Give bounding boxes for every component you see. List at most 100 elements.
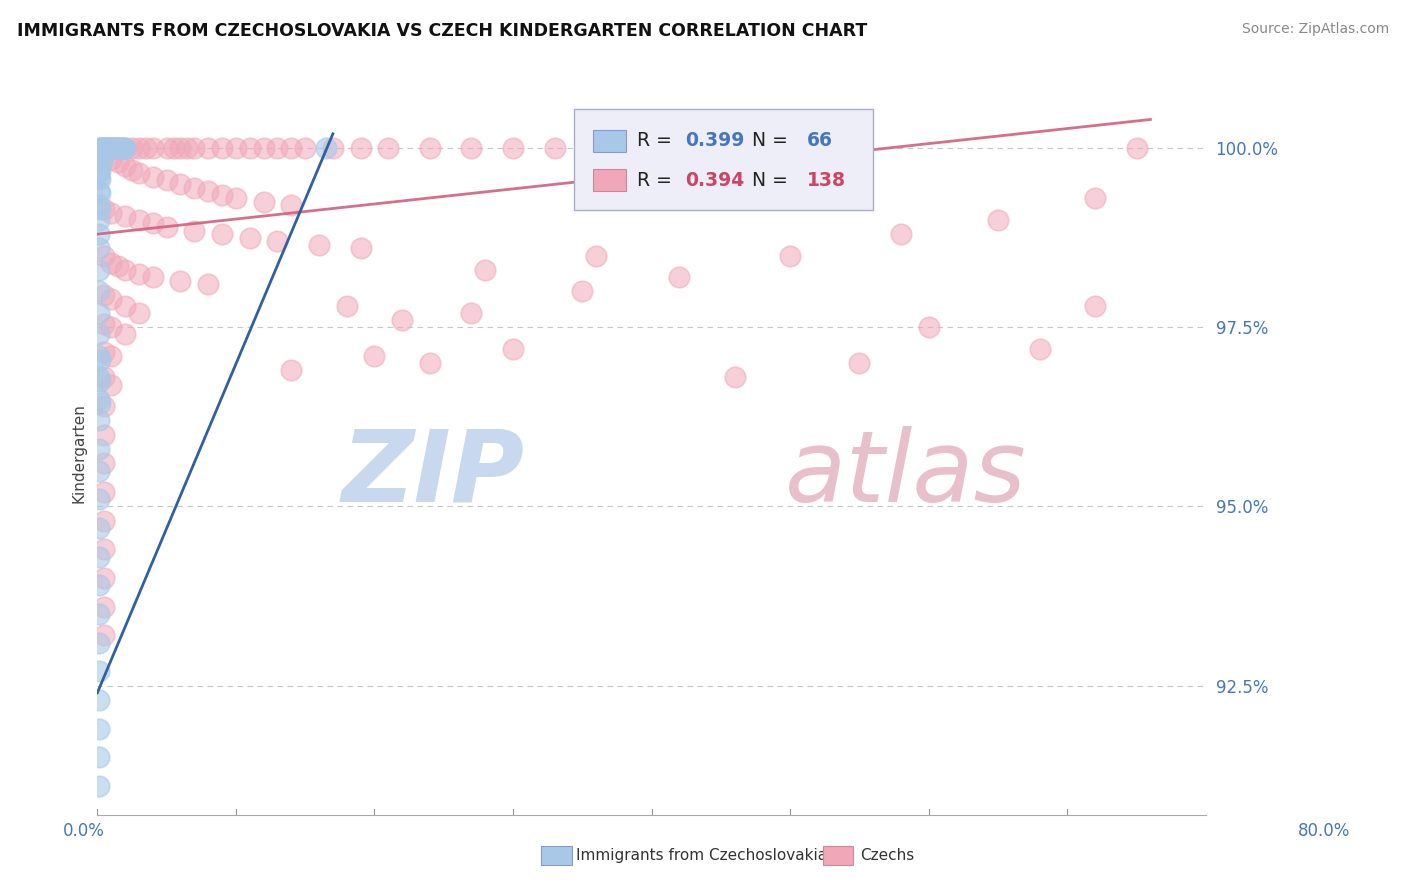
Point — [156, 141, 179, 155]
Point — [502, 141, 524, 155]
Point — [128, 212, 150, 227]
Point — [169, 177, 191, 191]
Point — [100, 349, 122, 363]
Point — [128, 306, 150, 320]
Point — [987, 212, 1010, 227]
Point — [280, 141, 302, 155]
Point — [128, 166, 150, 180]
Point — [225, 191, 247, 205]
Point — [93, 148, 115, 162]
Point — [391, 313, 413, 327]
Point — [96, 141, 118, 155]
Point — [93, 628, 115, 642]
Text: 0.394: 0.394 — [685, 170, 744, 190]
Point — [89, 202, 111, 216]
Point — [87, 152, 110, 166]
Point — [93, 542, 115, 557]
Point — [112, 141, 135, 155]
Point — [105, 141, 128, 155]
Point — [87, 492, 110, 507]
Point — [280, 198, 302, 212]
Point — [571, 285, 593, 299]
Point — [107, 141, 129, 155]
Text: R =: R = — [637, 131, 678, 150]
Point — [89, 395, 111, 409]
Point — [101, 141, 124, 155]
Text: Immigrants from Czechoslovakia: Immigrants from Czechoslovakia — [576, 848, 828, 863]
Point — [585, 249, 607, 263]
Point — [87, 198, 110, 212]
Text: Source: ZipAtlas.com: Source: ZipAtlas.com — [1241, 22, 1389, 37]
Point — [239, 141, 262, 155]
FancyBboxPatch shape — [574, 109, 873, 211]
Point — [107, 155, 129, 169]
Point — [93, 141, 115, 155]
Point — [87, 242, 110, 256]
Text: 138: 138 — [807, 170, 846, 190]
Point — [87, 349, 110, 363]
Point — [87, 370, 110, 384]
Point — [87, 578, 110, 592]
Point — [93, 427, 115, 442]
Y-axis label: Kindergarten: Kindergarten — [72, 403, 86, 502]
Point — [142, 141, 165, 155]
Point — [460, 306, 482, 320]
Point — [128, 267, 150, 281]
Point — [107, 141, 129, 155]
Text: R =: R = — [637, 170, 678, 190]
Point — [169, 274, 191, 288]
Point — [779, 249, 801, 263]
Point — [89, 141, 111, 155]
Point — [93, 457, 115, 471]
Text: atlas: atlas — [785, 425, 1026, 523]
Point — [162, 141, 184, 155]
Point — [87, 184, 110, 198]
Point — [114, 263, 136, 277]
Point — [97, 141, 120, 155]
Point — [87, 141, 110, 155]
Point — [87, 162, 110, 177]
Text: ZIP: ZIP — [342, 425, 524, 523]
Point — [100, 320, 122, 334]
Point — [336, 299, 359, 313]
Point — [111, 141, 134, 155]
Point — [183, 141, 205, 155]
Point — [104, 141, 127, 155]
Text: 0.0%: 0.0% — [63, 822, 105, 840]
Point — [252, 141, 274, 155]
Point — [114, 209, 136, 223]
Point — [93, 571, 115, 585]
Point — [183, 180, 205, 194]
Point — [93, 202, 115, 216]
Point — [419, 141, 441, 155]
Point — [93, 485, 115, 500]
Point — [89, 172, 111, 186]
Point — [87, 549, 110, 564]
Point — [93, 399, 115, 413]
Point — [87, 169, 110, 184]
Point — [1084, 299, 1107, 313]
Point — [114, 299, 136, 313]
Point — [239, 230, 262, 244]
Point — [419, 356, 441, 370]
Point — [696, 141, 718, 155]
Point — [156, 219, 179, 234]
Point — [87, 607, 110, 621]
Point — [668, 270, 690, 285]
Point — [848, 356, 870, 370]
Point — [87, 464, 110, 478]
Point — [363, 349, 385, 363]
Point — [266, 141, 288, 155]
Point — [89, 164, 111, 178]
Point — [121, 141, 143, 155]
Point — [280, 363, 302, 377]
Point — [87, 263, 110, 277]
Point — [135, 141, 157, 155]
Point — [142, 169, 165, 184]
Point — [87, 227, 110, 241]
Point — [100, 292, 122, 306]
Point — [142, 270, 165, 285]
Point — [156, 173, 179, 187]
Point — [142, 216, 165, 230]
Point — [724, 370, 747, 384]
